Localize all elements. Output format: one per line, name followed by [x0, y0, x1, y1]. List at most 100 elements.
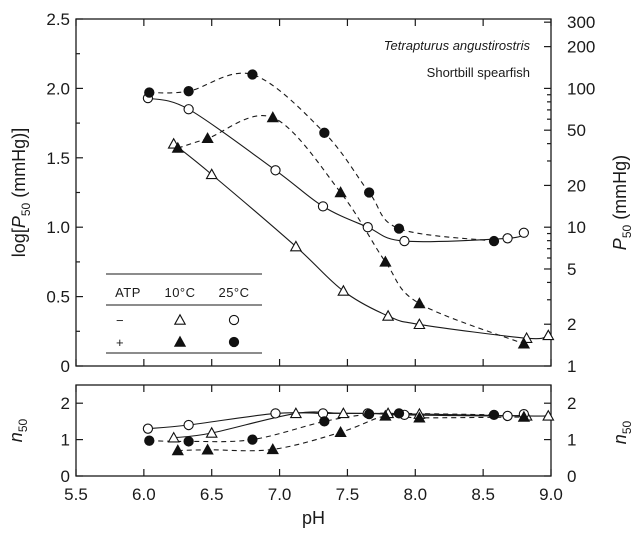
bottom-panel-data-point-0: [337, 407, 350, 419]
top-panel-data-point-0: [205, 168, 218, 180]
legend-header: 10°C: [164, 285, 195, 300]
top-panel-data-point-0: [413, 318, 426, 330]
y-axis-label-right-var: P: [610, 238, 630, 250]
y-axis-label-n50-left-sub: 50: [16, 418, 30, 432]
bottom-panel-data-point-2: [201, 443, 214, 455]
top-panel-data-point-2: [201, 132, 214, 144]
legend-atp-symbol: +: [116, 335, 124, 350]
top-panel-y-tick-label: 2.5: [46, 10, 70, 29]
legend-marker-25c: [228, 336, 240, 348]
top-panel-y-right-tick-label: 2: [567, 315, 576, 334]
bottom-panel-data-point-3: [363, 408, 375, 420]
y-axis-label-n50-left: n50: [6, 418, 30, 442]
top-panel-y-right-tick-label: 1: [567, 357, 576, 376]
bottom-panel-data-point-2: [266, 443, 279, 455]
top-panel-y-right-tick-label: 20: [567, 176, 586, 195]
top-panel-data-point-2: [266, 111, 279, 123]
y-axis-label-right: P50 (mmHg): [610, 155, 634, 250]
y-axis-label-n50-left-var: n: [6, 432, 26, 442]
top-panel-data-point-0: [381, 309, 395, 321]
bottom-panel-data-point-3: [247, 434, 258, 445]
top-panel-data-point-2: [517, 337, 531, 349]
x-tick-label: 5.5: [64, 485, 88, 504]
bottom-panel-y-right-tick-label: 1: [567, 431, 576, 450]
x-tick-label: 6.0: [132, 485, 156, 504]
bottom-panel-data-point-3: [393, 408, 405, 419]
top-panel-data-point-1: [317, 201, 329, 212]
top-panel-series-line-1: [147, 97, 525, 243]
top-panel-y-tick-label: 1.5: [46, 149, 70, 168]
top-panel-y-tick-label: 2.0: [46, 79, 70, 98]
legend-header: 25°C: [218, 285, 249, 300]
bottom-panel-data-point-2: [171, 444, 184, 456]
legend-marker-10c: [173, 313, 187, 325]
y-axis-label-n50-right-var: n: [610, 434, 630, 444]
bottom-panel-data-point-1: [270, 408, 281, 419]
bottom-panel-frame: [75, 384, 552, 477]
x-tick-label: 9.0: [539, 485, 563, 504]
top-panel-series-line-2: [177, 115, 525, 345]
y-axis-label-right-post: (mmHg): [610, 155, 630, 225]
top-panel-data-point-1: [183, 104, 194, 115]
common-name-annotation: Shortbill spearfish: [427, 65, 530, 80]
top-panel-data-point-3: [488, 235, 500, 247]
bottom-panel-data-point-2: [413, 411, 426, 423]
y-axis-label-left-sub: 50: [19, 202, 33, 216]
y-axis-label-left-post: (mmHg)]: [9, 128, 29, 203]
top-panel-y-tick-label: 0: [61, 357, 70, 376]
bottom-panel-y-tick-label: 1: [61, 431, 70, 450]
top-panel-data-point-3: [319, 127, 330, 138]
x-tick-label: 7.0: [268, 485, 292, 504]
y-axis-label-n50-right-sub: 50: [620, 420, 634, 434]
legend: ATP 10°C 25°C − +: [106, 273, 262, 354]
top-panel-y-right-tick-label: 10: [567, 218, 586, 237]
top-panel-y-tick-label: 0.5: [46, 288, 70, 307]
top-panel-data-point-1: [399, 235, 410, 247]
x-tick-label: 6.5: [200, 485, 224, 504]
bottom-panel-data-point-3: [319, 416, 330, 427]
bottom-panel-data-point-2: [517, 410, 531, 422]
top-panel-data-point-3: [363, 187, 375, 198]
x-tick-label: 8.5: [471, 485, 495, 504]
top-panel-data-point-2: [334, 186, 347, 198]
bottom-panel-y-tick-label: 2: [61, 394, 70, 413]
legend-header: ATP: [115, 285, 141, 300]
species-annotation: Tetrapturus angustirostris: [384, 38, 531, 53]
top-panel-data-point-2: [413, 297, 426, 309]
y-axis-label-left-pre: log[: [9, 228, 29, 257]
legend-marker-25c: [228, 314, 240, 326]
legend-atp-symbol: −: [116, 313, 124, 328]
bottom-panel-data-point-0: [167, 431, 180, 443]
bottom-panel-series-line-2: [177, 414, 524, 452]
y-axis-label-n50-right: n50: [610, 420, 634, 444]
bottom-panel-data-point-1: [502, 410, 513, 422]
top-panel-y-right-tick-label: 300: [567, 13, 595, 32]
bottom-panel-data-point-3: [488, 409, 500, 420]
top-panel-data-point-3: [183, 86, 194, 97]
y-axis-label-right-sub: 50: [620, 224, 634, 238]
bottom-panel-y-right-tick-label: 0: [567, 467, 576, 486]
bottom-panel-data-point-2: [334, 425, 347, 438]
bottom-panel-n50-vs-ph: 0 1 2 0 1 2 5.5 6.0 6.5 7.0 7.5 8.0 8.5 9.0: [61, 384, 576, 504]
top-panel-data-point-3: [247, 69, 258, 80]
top-panel-p50-vs-ph: 0 0.5 1.0 1.5 2.0 2.5 1 2 5 10 20 50 100 200 300 Tetrap…: [46, 10, 595, 376]
x-tick-label: 7.5: [336, 485, 360, 504]
bottom-panel-data-point-1: [183, 419, 194, 431]
bottom-panel-y-right-tick-label: 2: [567, 394, 576, 413]
top-panel-data-point-3: [144, 87, 155, 98]
top-panel-y-right-tick-label: 200: [567, 38, 595, 57]
top-panel-series-line-0: [173, 143, 549, 340]
y-axis-label-left: log[P50 (mmHg)]: [9, 128, 33, 257]
top-panel-data-point-1: [270, 165, 281, 176]
top-panel-data-point-0: [542, 329, 555, 341]
top-panel-series-line-3: [149, 72, 495, 242]
top-panel-data-point-3: [393, 223, 405, 234]
x-axis-label: pH: [302, 508, 325, 528]
top-panel-data-point-1: [362, 222, 373, 233]
top-panel-data-point-1: [518, 227, 530, 238]
y-axis-label-left-var: P: [9, 216, 29, 228]
bottom-panel-data-point-3: [144, 435, 155, 446]
bottom-panel-data-point-2: [379, 409, 392, 421]
